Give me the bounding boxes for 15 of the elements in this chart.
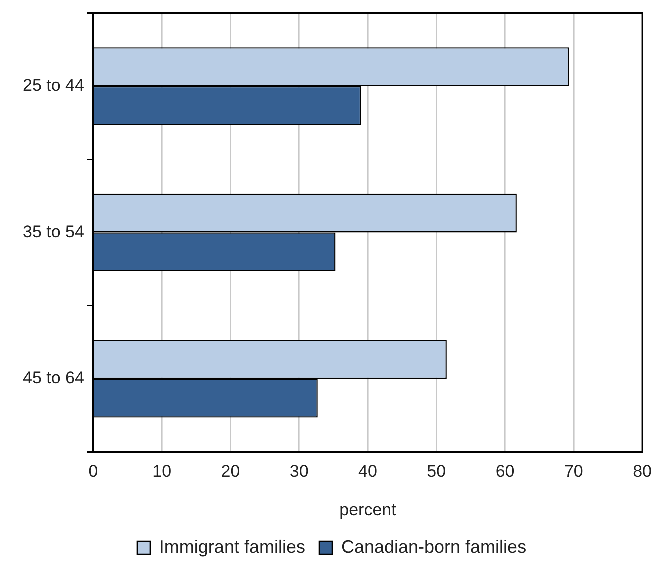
y-tick-label: 45 to 64 bbox=[22, 368, 84, 388]
x-tick-label: 0 bbox=[88, 462, 98, 482]
x-tick-label: 20 bbox=[221, 462, 240, 482]
x-tick-label: 10 bbox=[152, 462, 172, 482]
legend-label: Canadian-born families bbox=[341, 536, 527, 557]
x-tick-label: 30 bbox=[290, 462, 309, 482]
x-tick-label: 50 bbox=[427, 462, 446, 482]
x-tick-label: 60 bbox=[496, 462, 515, 482]
y-tick-label: 35 to 54 bbox=[22, 222, 84, 242]
x-tick-label: 40 bbox=[358, 462, 378, 482]
y-tick-label: 25 to 44 bbox=[22, 76, 84, 96]
x-tick-label: 70 bbox=[564, 462, 584, 482]
x-tick-label: 80 bbox=[633, 462, 652, 482]
legend-label: Immigrant families bbox=[159, 536, 306, 557]
x-axis-title: percent bbox=[340, 500, 397, 520]
